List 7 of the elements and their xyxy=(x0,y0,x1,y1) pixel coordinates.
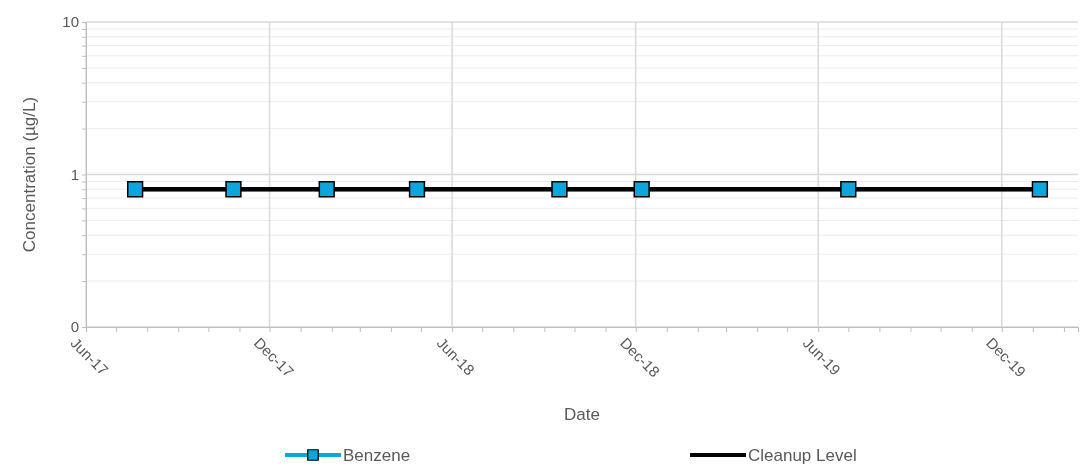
y-tick-label: 0 xyxy=(70,318,79,336)
legend-label: Cleanup Level xyxy=(748,446,857,465)
y-tick-label: 10 xyxy=(62,13,79,31)
y-axis-title: Concentration (µg/L) xyxy=(20,96,39,253)
x-axis-title: Date xyxy=(564,405,600,424)
y-tick-label: 1 xyxy=(70,165,79,183)
legend-label: Benzene xyxy=(343,446,411,465)
